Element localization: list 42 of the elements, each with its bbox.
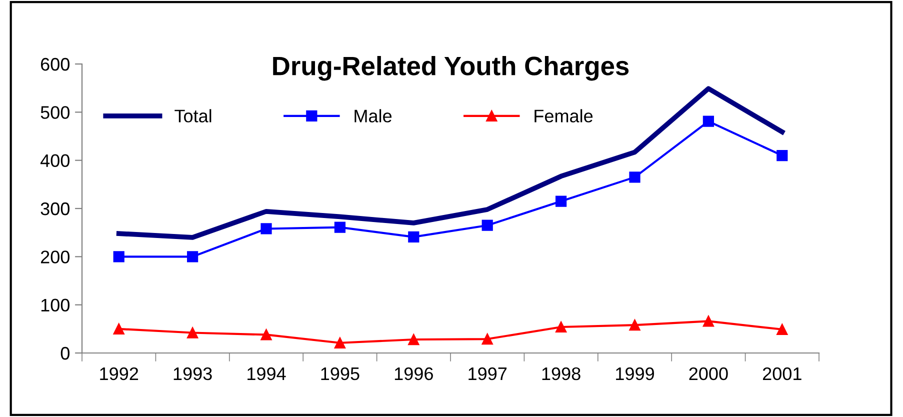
y-tick-label: 100: [41, 298, 70, 312]
legend-label: Male: [354, 109, 392, 122]
point: [408, 334, 420, 346]
y-tick-label: 400: [40, 154, 70, 168]
point: [555, 196, 567, 207]
x-tick-label: 1997: [468, 367, 507, 380]
point: [186, 327, 198, 338]
line-series: [116, 86, 785, 240]
point: [776, 324, 788, 335]
point: [260, 329, 272, 340]
legend-label: Female: [534, 109, 593, 122]
y-tick-label: 600: [40, 58, 70, 71]
chart-title: Drug-Related Youth Charges: [273, 56, 629, 81]
point: [482, 333, 493, 345]
x-tick-label: 1993: [174, 367, 212, 380]
point: [260, 223, 272, 234]
point: [482, 220, 493, 231]
y-tick-label: 200: [40, 250, 70, 264]
y-tick-label: 500: [40, 106, 70, 119]
point: [334, 337, 346, 348]
point: [113, 323, 124, 334]
x-tick-label: 1998: [542, 367, 580, 380]
point: [629, 172, 640, 183]
legend-label: Total: [174, 109, 212, 122]
point: [702, 316, 714, 327]
x-tick-label: 2001: [762, 367, 802, 380]
point: [334, 222, 346, 233]
y-tick-label: 300: [40, 202, 70, 216]
x-tick-label: 1994: [248, 367, 286, 380]
y-tick-label: 0: [60, 346, 70, 360]
x-tick-label: 1992: [100, 367, 138, 380]
point: [776, 150, 788, 162]
point: [702, 116, 714, 127]
x-tick-label: 1999: [616, 367, 654, 380]
x-tick-label: 1996: [394, 367, 433, 380]
x-tick-label: 2000: [689, 367, 728, 380]
point: [113, 251, 124, 262]
point: [555, 321, 567, 333]
point: [408, 231, 420, 242]
point: [186, 251, 198, 262]
point: [629, 320, 640, 331]
x-tick-label: 1995: [321, 367, 360, 380]
